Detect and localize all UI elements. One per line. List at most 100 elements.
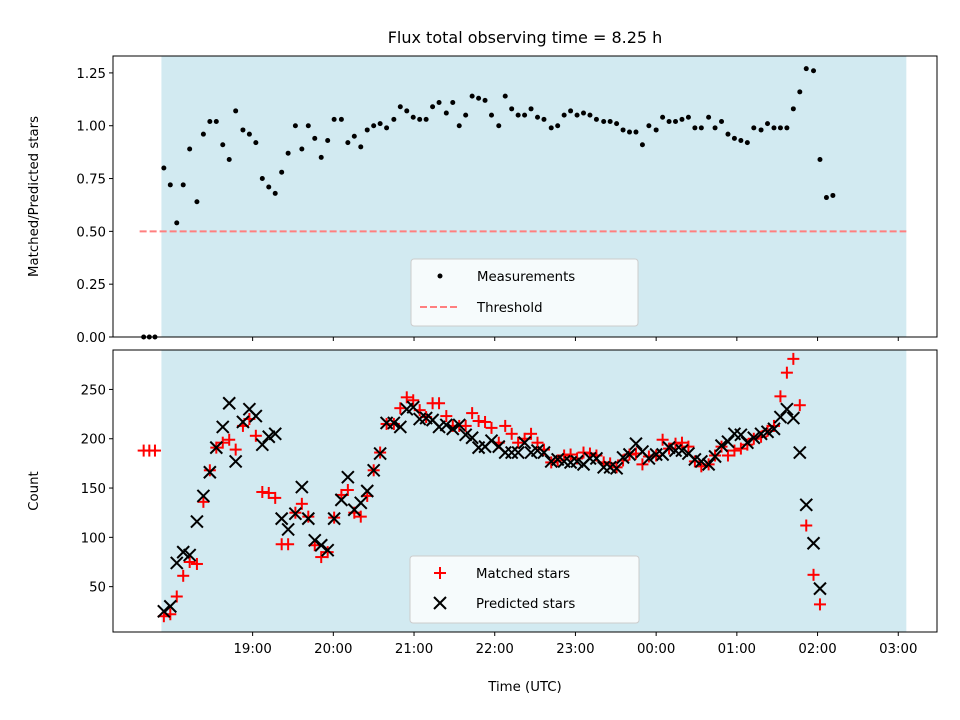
- measurement-point: [272, 190, 278, 196]
- predicted-star-point: [511, 445, 525, 460]
- measurement-point: [167, 182, 173, 188]
- x-tick-label: 21:00: [395, 642, 433, 657]
- predicted-star-point: [734, 428, 748, 442]
- y-tick-label: 1.00: [76, 120, 106, 135]
- predicted-star-point: [767, 422, 781, 436]
- measurement-point: [797, 89, 803, 95]
- predicted-star-point: [721, 434, 735, 449]
- matched-star-point: [499, 419, 512, 432]
- predicted-star-d2: [530, 443, 545, 458]
- predicted-star-d2: [622, 447, 637, 462]
- predicted-star-point: [439, 418, 454, 432]
- predicted-star-point: [255, 437, 270, 452]
- predicted-star-point: [498, 445, 512, 460]
- predicted-star-point: [308, 533, 322, 548]
- predicted-star-d2: [216, 420, 230, 434]
- predicted-star-d2: [157, 604, 171, 619]
- matched-star-point: [341, 484, 354, 497]
- count-y-ticks: 50 100 150 200 250: [81, 383, 113, 596]
- measurement-point: [515, 112, 521, 118]
- predicted-star-d2: [334, 493, 349, 507]
- y-tick-label: 0.50: [76, 225, 106, 240]
- matched-star-point: [183, 555, 196, 568]
- predicted-star-d2: [242, 402, 257, 416]
- measurement-point: [830, 192, 836, 198]
- legend-matched-label: Matched stars: [476, 567, 570, 582]
- predicted-star-d2: [255, 437, 270, 452]
- predicted-star-point: [393, 420, 408, 434]
- predicted-star-point: [228, 454, 243, 469]
- matched-star-point: [505, 427, 518, 440]
- predicted-star-d2: [799, 498, 813, 512]
- predicted-star-d2: [609, 461, 624, 476]
- measurement-point: [673, 118, 679, 124]
- predicted-star-d2: [708, 449, 722, 464]
- predicted-star-d2: [786, 411, 801, 425]
- predicted-star-d2: [649, 447, 663, 462]
- predicted-star-d2: [366, 463, 381, 478]
- measurement-point: [187, 146, 193, 152]
- x-tick-label: 03:00: [879, 642, 917, 657]
- measurement-point: [581, 110, 587, 116]
- measurement-point: [725, 131, 731, 137]
- predicted-star-point: [406, 400, 420, 414]
- measurement-point: [338, 116, 344, 122]
- predicted-star-point: [596, 460, 611, 475]
- matched-star-point: [315, 551, 328, 564]
- predicted-star-d2: [557, 454, 571, 469]
- measurement-point: [627, 129, 633, 135]
- predicted-star-d2: [813, 581, 827, 596]
- predicted-star-point: [570, 454, 584, 469]
- measurement-point: [679, 116, 685, 122]
- predicted-star-point: [629, 436, 643, 451]
- predicted-star-d2: [550, 452, 565, 467]
- predicted-star-point: [583, 451, 597, 466]
- matched-stars-points: [137, 352, 826, 623]
- count-legend-box: [409, 555, 640, 624]
- predicted-star-point: [662, 440, 676, 455]
- predicted-star-d2: [701, 457, 716, 472]
- predicted-star-d2: [190, 514, 204, 529]
- measurement-point: [476, 95, 482, 101]
- measurement-points: [141, 66, 836, 340]
- predicted-star-point: [314, 538, 328, 552]
- predicted-star-d2: [176, 545, 190, 559]
- predicted-star-point: [320, 543, 335, 557]
- measurement-point: [391, 116, 397, 122]
- matched-star-point: [741, 438, 754, 451]
- x-tick-label: 19:00: [233, 642, 271, 657]
- measurement-point: [620, 127, 626, 133]
- measurement-point: [646, 123, 652, 129]
- measurement-point: [639, 142, 645, 148]
- predicted-star-point: [799, 498, 813, 512]
- predicted-star-d2: [163, 599, 178, 614]
- matched-star-point: [302, 510, 315, 523]
- y-tick-label: 250: [81, 383, 106, 398]
- matched-star-point: [800, 519, 813, 532]
- predicted-star-point: [806, 536, 821, 550]
- measurement-point: [259, 176, 265, 182]
- predicted-star-d2: [760, 425, 775, 439]
- measurement-point: [653, 127, 659, 133]
- predicted-star-d2: [596, 460, 611, 475]
- measurement-point: [358, 144, 364, 150]
- predicted-star-point: [274, 511, 289, 526]
- predicted-star-d2: [688, 452, 702, 467]
- predicted-star-d2: [354, 496, 368, 510]
- predicted-star-point: [537, 445, 551, 460]
- measurement-point: [607, 118, 613, 124]
- matched-star-point: [249, 429, 262, 442]
- x-tick-label: 22:00: [476, 642, 514, 657]
- measurement-point: [371, 123, 377, 129]
- predicted-star-d2: [236, 415, 250, 429]
- predicted-star-point: [773, 410, 788, 424]
- matched-star-point: [229, 443, 242, 456]
- measurement-point: [207, 118, 213, 124]
- predicted-star-point: [366, 463, 381, 478]
- y-tick-label: 0.00: [76, 331, 106, 346]
- predicted-star-point: [452, 418, 466, 432]
- measurement-point: [161, 165, 167, 171]
- matched-star-point: [354, 510, 367, 523]
- measurement-point: [593, 116, 599, 122]
